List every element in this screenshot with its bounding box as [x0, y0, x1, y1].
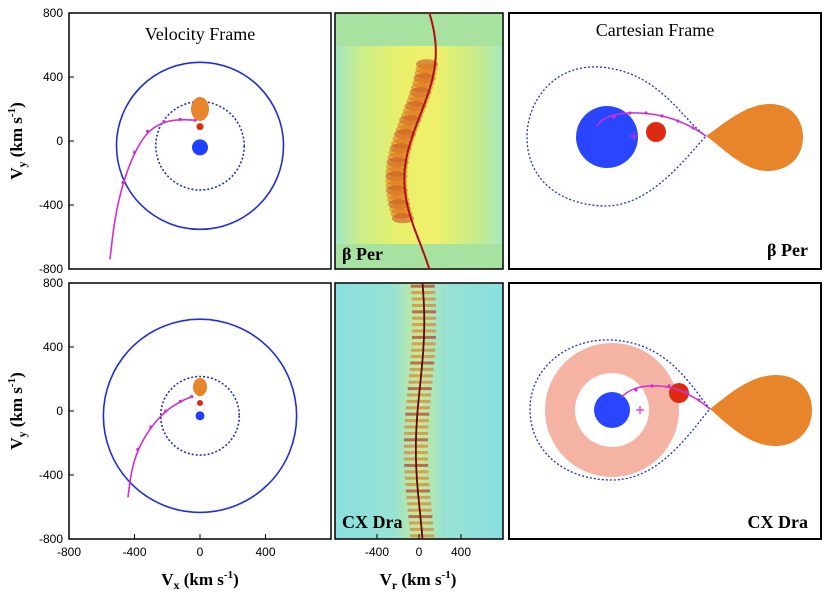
orbit-inner-circle [159, 375, 241, 456]
hot-spot [197, 400, 203, 406]
donor-star [710, 375, 812, 446]
x-tick-label: 0 [197, 545, 204, 559]
gainer-star [192, 139, 208, 156]
hot-spot [196, 123, 204, 131]
y-axis-label-bottom: Vy (km s-1) [6, 372, 29, 450]
gas-stream-markers [634, 384, 701, 402]
spectrum-emission-bper [385, 59, 438, 224]
spectrum-mask-bottom [336, 244, 502, 268]
y-tick-label: -800 [39, 532, 63, 546]
orbit-outer-circle [102, 318, 298, 514]
y-tick-label: 800 [43, 6, 63, 20]
donor-star [191, 97, 209, 121]
emission-feature [391, 213, 414, 224]
rv-curve-bper [403, 12, 437, 270]
gas-stream-markers [121, 117, 197, 185]
center-of-mass-marker [630, 132, 638, 140]
panel-title-cartesian: Cartesian Frame [596, 20, 714, 40]
y-axis-label-top: Vy (km s-1) [6, 102, 29, 180]
y-tick-label: 400 [43, 70, 63, 84]
gas-stream-markers [136, 395, 194, 451]
gas-stream [127, 395, 193, 498]
hot-spot [646, 122, 666, 142]
center-of-mass-marker [636, 406, 644, 414]
x-tick-label: 400 [451, 545, 471, 559]
rv-curve-cxdra [415, 282, 426, 540]
panel-spectrum-bper [334, 12, 504, 270]
donor-star [193, 378, 207, 396]
x-tick-label: 400 [255, 545, 275, 559]
stream-marker [132, 150, 137, 154]
gainer-star [594, 392, 630, 428]
stream-marker [149, 425, 153, 429]
x-tick-label: -800 [57, 545, 81, 559]
stream-marker [190, 395, 194, 399]
y-tick-label: -800 [39, 262, 63, 276]
y-tick-label: 400 [43, 340, 63, 354]
system-label-cxdra-spectrum: CX Dra [342, 512, 403, 532]
spectrum-mask-top [336, 14, 502, 46]
orbit-outer-circle [115, 61, 285, 231]
stream-marker [136, 447, 140, 451]
panel-velocity-cxdra [68, 282, 332, 540]
y-tick-label: 0 [56, 404, 63, 418]
gas-stream [596, 112, 707, 137]
y-tick-label: 0 [56, 134, 63, 148]
x-tick-label: -400 [365, 545, 389, 559]
roche-lobe-gainer [526, 66, 707, 207]
y-tick-label: 800 [43, 276, 63, 290]
donor-star [706, 104, 803, 171]
x-axis-label-vx: Vx (km s-1) [161, 569, 239, 592]
stream-marker [146, 129, 150, 133]
gas-stream [621, 384, 711, 410]
panel-title-velocity: Velocity Frame [145, 24, 255, 44]
stream-marker [178, 117, 182, 121]
stream-marker [164, 409, 168, 413]
x-axis-label-vr: Vr (km s-1) [380, 569, 457, 592]
stream-marker [178, 399, 182, 403]
x-tick-label: -400 [122, 545, 146, 559]
system-label-bper-cartesian: β Per [767, 240, 808, 260]
gainer-star [576, 106, 638, 168]
system-label-cxdra-cartesian: CX Dra [748, 512, 809, 532]
y-tick-label: -400 [39, 468, 63, 482]
stream-marker [121, 181, 125, 185]
gas-stream-markers [612, 111, 695, 130]
stream-marker [162, 120, 166, 124]
axis-ticks [68, 12, 462, 540]
y-tick-label: -400 [39, 198, 63, 212]
system-label-bper-spectrum: β Per [342, 244, 383, 264]
roche-lobe-gainer [529, 339, 711, 481]
gainer-star [195, 411, 205, 421]
x-tick-label: 0 [416, 545, 423, 559]
